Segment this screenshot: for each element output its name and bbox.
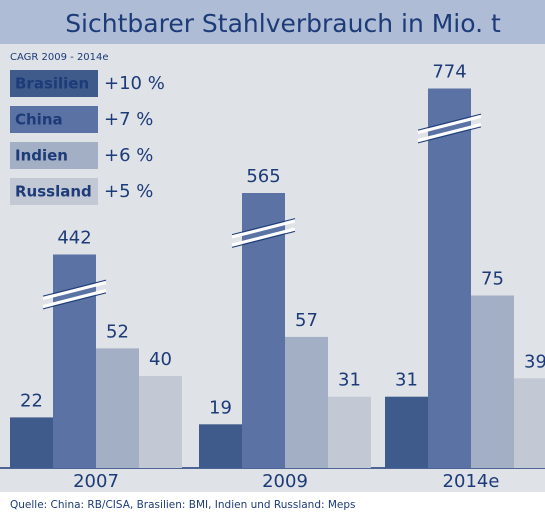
value-label: 774	[432, 62, 466, 83]
source-band	[0, 492, 545, 512]
bar	[385, 396, 428, 468]
axis-break-edge	[417, 126, 482, 144]
x-tick-label: 2014e	[443, 471, 500, 492]
legend-swatch	[10, 106, 98, 133]
axis-break	[417, 115, 482, 134]
legend-label: Brasilien	[15, 75, 89, 93]
legend-label: Indien	[15, 147, 68, 165]
value-label: 39	[524, 351, 545, 372]
value-label: 52	[106, 321, 129, 342]
value-label: 565	[246, 166, 280, 187]
bar	[242, 193, 285, 468]
bar	[96, 348, 139, 468]
legend-swatch	[10, 142, 98, 169]
axis-break-edge	[417, 113, 482, 131]
axis-break-edge	[231, 230, 296, 248]
title-band	[0, 0, 545, 44]
legend-swatch	[10, 70, 98, 97]
value-label: 19	[209, 397, 232, 418]
subtitle: CAGR 2009 - 2014e	[10, 52, 109, 63]
bar	[285, 336, 328, 468]
chart-title: Sichtbarer Stahlverbrauch in Mio. t	[65, 9, 501, 38]
value-label: 57	[295, 310, 318, 331]
axis-break-edge	[42, 279, 107, 297]
axis-break	[231, 227, 296, 247]
bar	[328, 396, 371, 468]
source: Quelle: China: RB/CISA, Brasilien: BMI, …	[10, 499, 356, 511]
axis-break	[42, 281, 107, 300]
legend-cagr: +5 %	[104, 181, 153, 202]
bar	[10, 417, 53, 468]
axis-break	[231, 219, 296, 239]
value-label: 31	[395, 370, 418, 391]
value-label: 442	[57, 228, 91, 249]
bar	[471, 295, 514, 468]
legend-label: Russland	[15, 183, 92, 201]
value-label: 31	[338, 370, 361, 391]
bar	[199, 424, 242, 468]
legend-cagr: +7 %	[104, 109, 153, 130]
bar	[139, 376, 182, 468]
x-tick-label: 2007	[73, 471, 119, 492]
bar	[428, 88, 471, 468]
legend-cagr: +10 %	[104, 73, 165, 94]
axis-break	[42, 289, 107, 308]
legend-cagr: +6 %	[104, 145, 153, 166]
value-label: 22	[20, 390, 43, 411]
bar	[514, 378, 545, 468]
legend-swatch	[10, 178, 98, 205]
axis-break-edge	[42, 292, 107, 310]
axis-break	[417, 123, 482, 142]
x-tick-label: 2009	[262, 471, 308, 492]
value-label: 40	[149, 349, 172, 370]
value-label: 75	[481, 269, 504, 290]
axis-break-edge	[231, 218, 296, 236]
legend-label: China	[15, 111, 63, 129]
